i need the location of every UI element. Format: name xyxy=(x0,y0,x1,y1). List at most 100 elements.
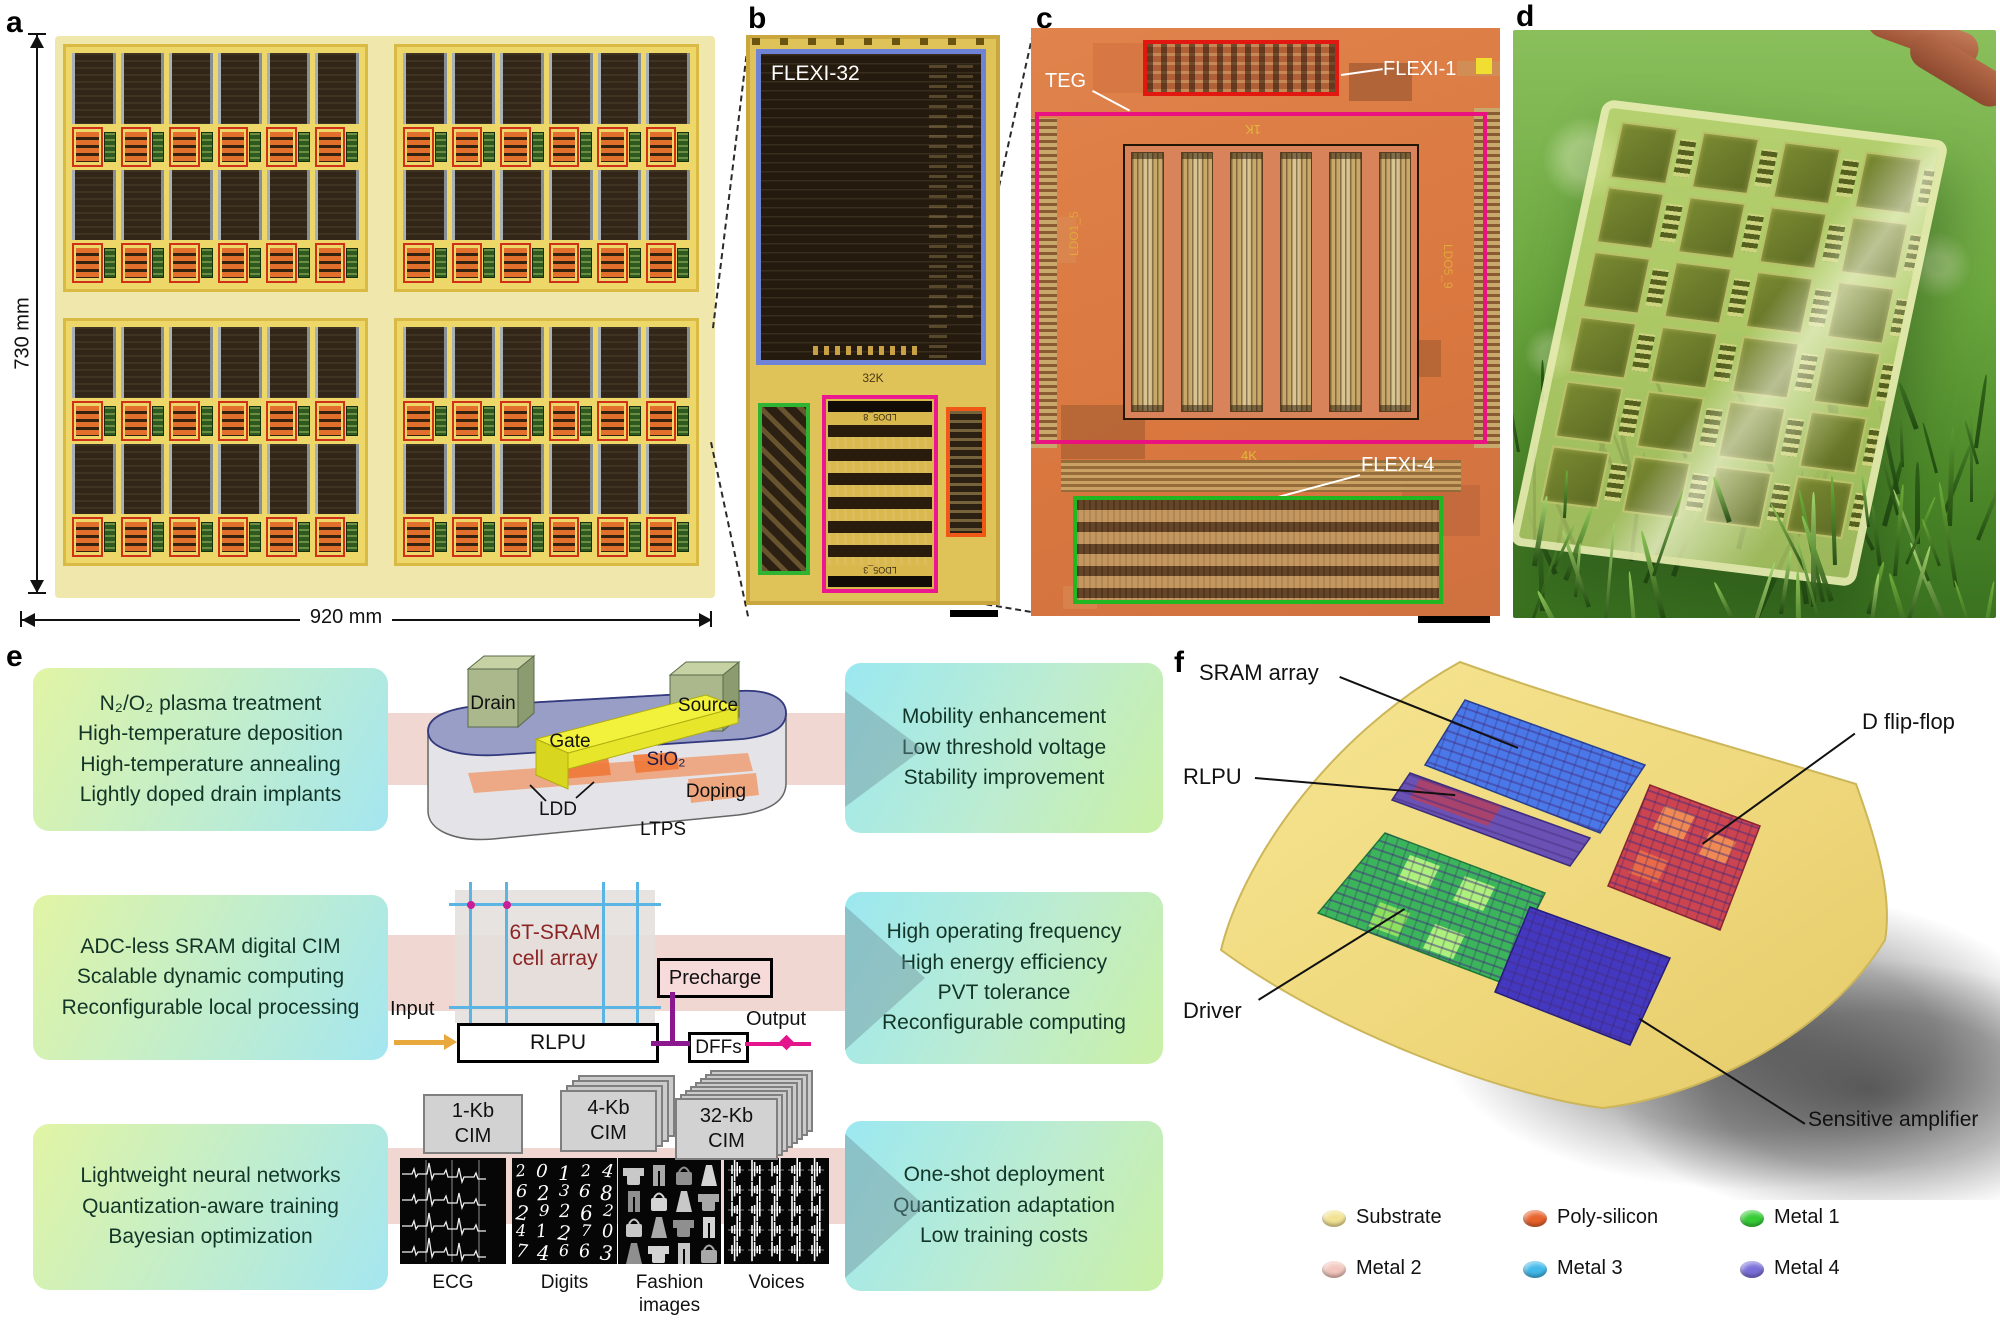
bitline-v xyxy=(469,882,472,1030)
sram-column xyxy=(1279,152,1312,412)
device-orange xyxy=(500,517,531,557)
grass-blade xyxy=(1563,469,1569,518)
leg xyxy=(678,1249,683,1264)
grass-blade xyxy=(1795,569,1802,618)
text-line: PVT tolerance xyxy=(937,981,1071,1004)
arrowhead-right-icon xyxy=(699,613,712,627)
dress xyxy=(676,1191,692,1212)
device-orange xyxy=(217,400,249,441)
waist xyxy=(628,1191,640,1197)
device-green xyxy=(628,522,641,552)
grass-blade xyxy=(1535,589,1570,618)
layout-3d-render xyxy=(1219,660,2000,1200)
bag-handle xyxy=(703,1244,715,1251)
waist xyxy=(653,1165,665,1171)
bag xyxy=(651,1198,667,1211)
digit-glyph: 6 xyxy=(558,1240,570,1261)
chip-die xyxy=(218,53,262,124)
bag-handle xyxy=(653,1192,665,1199)
die-patch xyxy=(1349,63,1412,101)
flexi32-array-region: FLEXI-32 xyxy=(756,49,986,365)
chip-die xyxy=(120,169,165,241)
device-group xyxy=(72,243,117,283)
legend-swatch xyxy=(1523,1261,1547,1278)
source-label: Source xyxy=(678,695,738,716)
sleeve xyxy=(673,1220,678,1228)
device-green xyxy=(249,131,261,162)
device-group xyxy=(500,517,545,557)
digit-glyph: 4 xyxy=(536,1240,551,1264)
node-dot xyxy=(503,901,511,909)
device-green xyxy=(152,248,164,278)
device-orange xyxy=(266,126,297,167)
sleeve xyxy=(714,1194,719,1202)
device-green xyxy=(434,131,447,162)
cim-size: 1-Kb xyxy=(451,1100,495,1122)
voices-tile xyxy=(724,1158,829,1264)
text-line: Low training costs xyxy=(919,1224,1089,1248)
device-orange xyxy=(548,400,580,441)
panel-d-label: d xyxy=(1516,0,1535,33)
device-row xyxy=(72,400,359,441)
device-group xyxy=(548,400,594,441)
panel-b-orange-block xyxy=(946,407,986,537)
device-group xyxy=(645,400,691,441)
device-green xyxy=(103,405,116,436)
input-arrow-line xyxy=(394,1040,446,1045)
doping-label: Doping xyxy=(686,781,746,802)
chip-die xyxy=(315,443,360,515)
grass-blade xyxy=(1829,475,1837,566)
cim-name: CIM xyxy=(454,1125,492,1147)
chip-row xyxy=(72,169,360,241)
chip-die xyxy=(451,169,496,241)
dim-tick-left xyxy=(20,611,22,627)
sram-column-array xyxy=(1123,144,1419,420)
text-line: Lightly doped drain implants xyxy=(79,782,342,806)
chip-die xyxy=(549,53,593,124)
device-group xyxy=(217,126,263,167)
device-group xyxy=(403,126,448,167)
device-green xyxy=(346,248,358,278)
chip-die xyxy=(403,327,447,398)
cim-1kb-box: 1-Kb CIM xyxy=(423,1094,523,1154)
device-green xyxy=(628,131,641,162)
dress xyxy=(701,1165,717,1186)
chip-die xyxy=(266,169,311,241)
legend-label: Metal 4 xyxy=(1774,1257,1840,1279)
grass-blade xyxy=(1953,579,1977,618)
device-green xyxy=(103,522,116,552)
device-orange xyxy=(645,517,677,557)
ecg-tile xyxy=(400,1158,506,1264)
chip-die xyxy=(403,53,447,124)
dress xyxy=(651,1217,667,1238)
node-dot xyxy=(467,901,475,909)
device-group xyxy=(120,400,166,441)
driver-callout: Driver xyxy=(1183,998,1242,1023)
chip-row xyxy=(72,53,360,124)
dim-height-label: 730 mm xyxy=(11,294,35,373)
sram-column xyxy=(1180,152,1213,412)
device-group xyxy=(645,126,691,167)
grass-blade xyxy=(1738,561,1777,618)
edge-ladder xyxy=(1474,108,1500,448)
device-group xyxy=(451,400,497,441)
device-green xyxy=(531,248,544,278)
output-label: Output xyxy=(746,1008,807,1030)
chip-die xyxy=(169,443,214,515)
device-orange xyxy=(451,126,483,167)
dim-vline xyxy=(36,35,38,593)
chip-die xyxy=(500,169,545,241)
array-4k-label: 4K xyxy=(1241,448,1257,463)
sleeve xyxy=(698,1194,703,1202)
device-green xyxy=(249,522,261,552)
input-arrowhead-icon xyxy=(444,1034,457,1050)
device-row xyxy=(72,517,359,557)
device-orange xyxy=(548,517,580,557)
legend-label: Substrate xyxy=(1356,1206,1442,1228)
pad-strip xyxy=(752,38,994,45)
device-orange xyxy=(72,400,103,441)
bitline-v xyxy=(505,882,508,1030)
text-line: Reconfigurable local processing xyxy=(61,995,360,1019)
